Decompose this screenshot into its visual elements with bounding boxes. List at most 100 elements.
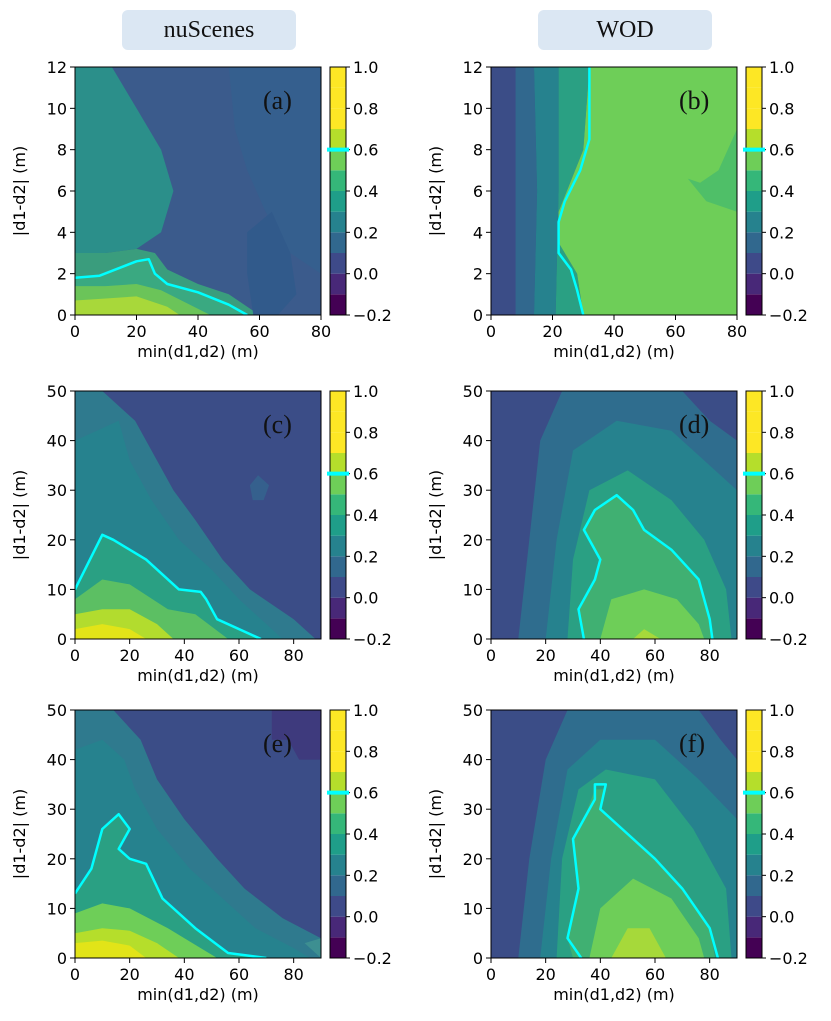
x-tick-label: 80 (727, 322, 747, 341)
colorbar-tick-label: 0.6 (769, 465, 794, 484)
colorbar-band (330, 129, 346, 150)
axes-frame (490, 709, 738, 959)
colorbar-band (746, 618, 762, 639)
colorbar-band (746, 813, 762, 834)
contour-band-4 (589, 878, 705, 958)
colorbar-band (330, 751, 346, 772)
contour-band-4 (600, 589, 705, 639)
colorbar-c: 1.0 0.8 0.6 0.4 0.2 0.0 −0.2 (327, 382, 392, 649)
y-tick-label: 10 (47, 99, 67, 118)
colorbar-tick-label: 0.6 (769, 141, 794, 160)
y-axis-label: |d1-d2| (m) (10, 470, 29, 560)
colorbar-band (330, 772, 346, 793)
colorbar-tick-label: 0.6 (353, 465, 378, 484)
colorbar-band (330, 937, 346, 958)
y-tick-label: 10 (463, 99, 483, 118)
colorbar-tick-label: 0.8 (353, 423, 378, 442)
colorbar-tick-label: 0.8 (353, 99, 378, 118)
colorbar-band (330, 577, 346, 598)
x-tick-label: 60 (249, 322, 269, 341)
contour-band-4 (687, 129, 737, 212)
colorbar-band (746, 556, 762, 577)
colorbar-tick-label: 0.4 (353, 506, 378, 525)
panel-label: (e) (263, 729, 292, 758)
contour-band-2 (555, 67, 590, 315)
x-tick-label: 40 (174, 646, 194, 665)
x-tick-label: 80 (311, 322, 331, 341)
colorbar-band (746, 211, 762, 233)
y-tick-label: 4 (473, 223, 483, 242)
colorbar-band (746, 432, 762, 453)
x-tick-label: 20 (126, 322, 146, 341)
colorbar-band (746, 129, 762, 150)
y-tick-label: 10 (47, 580, 67, 599)
contour-line-0.6 (75, 812, 267, 958)
contour-line-0.6 (577, 493, 714, 639)
axes-frame (74, 709, 322, 959)
x-axis-label: min(d1,d2) (m) (137, 985, 259, 1004)
x-tick-label: 0 (70, 646, 80, 665)
y-tick-label: 6 (473, 182, 483, 201)
colorbar-band (330, 854, 346, 876)
colorbar-b: 1.0 0.8 0.6 0.4 0.2 0.0 −0.2 (743, 58, 808, 325)
colorbar-band (330, 232, 346, 253)
y-axis-label: |d1-d2| (m) (426, 146, 445, 236)
colorbar-tick-label: 0.2 (353, 223, 378, 242)
colorbar-tick-label: 1.0 (353, 701, 378, 720)
colorbar-band (330, 494, 346, 515)
colorbar-tick-label: 1.0 (769, 58, 794, 77)
x-tick-label: 60 (229, 646, 249, 665)
y-axis-label: |d1-d2| (m) (10, 789, 29, 879)
contour-line-0.6 (75, 533, 262, 639)
x-tick-label: 0 (70, 965, 80, 984)
colorbar-tick-label: 0.0 (353, 908, 378, 927)
x-tick-label: 0 (486, 646, 496, 665)
colorbar-band (330, 67, 346, 88)
colorbar-tick-label: 1.0 (353, 382, 378, 401)
x-axis-label: min(d1,d2) (m) (553, 985, 675, 1004)
x-tick-label: 0 (486, 322, 496, 341)
colorbar-band (330, 149, 346, 171)
colorbar-tick-label: −0.2 (353, 630, 392, 649)
colorbar-tick-label: 0.0 (353, 589, 378, 608)
colorbar-band (746, 253, 762, 274)
y-tick-label: 0 (473, 306, 483, 325)
y-tick-label: 50 (47, 382, 67, 401)
colorbar-tick-label: 0.0 (769, 265, 794, 284)
colorbar-band (330, 453, 346, 474)
y-tick-label: 10 (463, 899, 483, 918)
colorbar-band (746, 916, 762, 938)
contour-band-5 (611, 928, 666, 958)
colorbar-band (330, 792, 346, 814)
x-axis-label: min(d1,d2) (m) (137, 342, 259, 361)
colorbar-band (746, 391, 762, 412)
colorbar-tick-label: 0.2 (353, 866, 378, 885)
colorbar-band (330, 813, 346, 834)
y-tick-label: 0 (57, 630, 67, 649)
contour-band-1 (534, 67, 559, 315)
colorbar-band (330, 875, 346, 896)
y-tick-label: 12 (47, 58, 67, 77)
colorbar-band (746, 149, 762, 171)
colorbar-band (330, 730, 346, 752)
colorbar-band (746, 515, 762, 536)
colorbar-band (746, 294, 762, 315)
contour-band-5 (228, 67, 321, 274)
contour-band-3 (558, 67, 737, 315)
y-tick-label: 12 (463, 58, 483, 77)
panel-c: 0 20 40 60 80 0 10 20 30 40 50 min(d1,d2) (m) |d1-d2… (10, 382, 322, 685)
x-tick-label: 0 (486, 965, 496, 984)
colorbar-tick-label: 0.2 (769, 223, 794, 242)
panel-b: 0 20 40 60 80 0 2 4 6 8 10 12 min(d1,d2) (m) |d1-d2| … (426, 58, 747, 361)
axes-frame (74, 390, 322, 640)
colorbar-tick-label: 0.6 (353, 784, 378, 803)
contour-band-6 (249, 475, 270, 501)
x-tick-label: 60 (645, 646, 665, 665)
y-tick-label: 0 (57, 306, 67, 325)
colorbar-band (746, 473, 762, 495)
panel-a: 0 20 40 60 80 0 2 4 6 8 10 12 min(d1,d2) (m) |d1-d2| … (10, 58, 331, 361)
colorbar-band (746, 67, 762, 88)
y-tick-label: 40 (47, 751, 67, 770)
colorbar-band (330, 710, 346, 731)
